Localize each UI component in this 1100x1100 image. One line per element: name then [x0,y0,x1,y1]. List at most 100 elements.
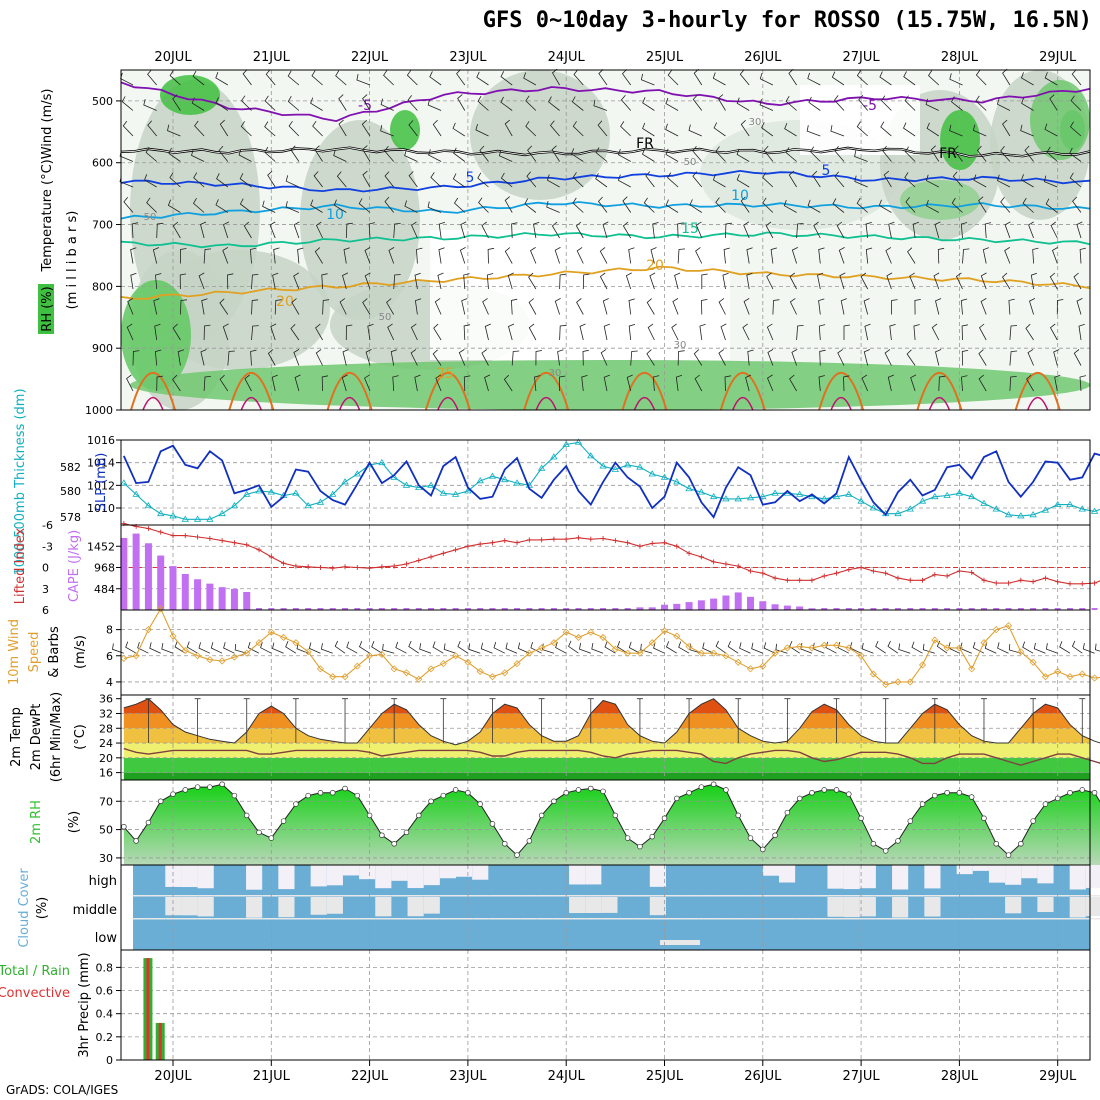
cloud-low-cell [1021,918,1038,920]
cloud-high-cell [988,865,1006,883]
wind-barb [222,323,229,341]
wind-barb [345,324,353,341]
wind10m-barb [604,641,616,654]
wind10m-barb [234,643,247,654]
cape-bar [882,608,889,610]
wind-barb [785,147,797,162]
wind-speed-line-marker [918,661,927,669]
wind-barb [294,374,301,392]
wind-barb [191,149,205,162]
wind-barb [907,247,916,264]
rh-line-marker [833,787,840,793]
wind-speed-line-marker [759,662,767,670]
wind-barb [244,374,252,392]
cloud-low-cell [536,918,553,920]
wind10m-barb [198,642,211,654]
thickness-line-marker [427,481,435,488]
contour-label: FR [636,136,654,152]
contour-label: 5 [466,170,475,186]
wind-barb [238,149,252,162]
lifted-index-line-marker [379,564,385,570]
thickness-line-marker [1004,511,1013,518]
wind-barb [122,120,134,137]
wind-barb [479,145,489,162]
thickness-line-marker [243,490,251,497]
precip-total-label: Total / Rain [0,964,70,979]
rh-line-marker [649,833,655,840]
wind-speed-line-marker [624,649,632,657]
wind-barb [215,97,229,111]
wind-barb [573,69,584,86]
wind-barb [597,196,608,213]
top-date-label: 20JUL [154,50,192,65]
lifted-index-line-marker [416,557,422,563]
surface-isotherm [424,372,471,411]
wind-barb [219,119,229,137]
wind-barb [725,222,732,239]
wind-barb [172,323,181,341]
wind-barb [1029,298,1036,315]
wind10m-barb [1008,644,1021,654]
wind-barb [962,248,970,264]
wind-speed-line-marker [832,641,841,649]
cloud-mid-cell [326,897,343,914]
cape-bar [747,596,755,610]
wind-barb [807,199,821,213]
wind-barb [1025,323,1034,341]
wind-barb [736,148,750,162]
dewpoint-line [123,747,1100,766]
rh-line-marker [796,795,803,802]
wind-speed-line-marker [181,646,189,655]
wind-barb [530,247,537,264]
cloud-axis-label: Cloud Cover [17,868,32,948]
lifted-index-line-marker [1030,579,1036,585]
lifted-index-line-marker [895,575,901,581]
wind-barb [147,69,158,86]
wind-barb [154,323,161,341]
cape-bar [230,588,238,610]
wind10m-barb [922,643,935,654]
wind10m-barb [517,642,530,654]
cloud-mid-cell [972,895,989,897]
wind10m-barb [997,642,1009,654]
cloud-mid-cell [520,895,537,897]
cloud-high-cell [246,865,263,890]
wind-barb [482,298,489,315]
thickness-line-marker [832,492,841,500]
wind-barb [287,70,300,86]
rh-line-marker [514,852,520,858]
cape-bar [931,608,938,610]
cape-bar [1079,608,1086,610]
cloud-mid-cell [504,895,521,897]
wind10m-barb [591,643,604,654]
cloud-low-cell [359,918,376,920]
wind10m-barb [530,641,542,654]
wind-barb [546,174,560,188]
wind-barb [950,96,963,111]
rh-line-marker [428,798,434,804]
wind-barb [819,349,826,366]
wind-barb [1021,72,1034,86]
top-date-label: 25JUL [646,50,684,65]
cape-bar [771,604,779,610]
lifted-index-line-marker [551,536,557,542]
wind-speed-line-marker [845,644,853,652]
wind-barb [650,247,657,264]
thickness-tick-label: 582 [60,461,81,474]
wind-barb [500,172,513,188]
lifted-index-line-marker [760,570,766,576]
surface-isotherm [437,396,459,411]
wind-barb [528,323,537,341]
wind-barb [192,70,205,86]
wind-barb [526,171,537,188]
lifted-index-line-marker [649,540,655,546]
wind-barb [1032,247,1039,264]
cape-bar [452,608,459,610]
lifted-index-line-marker [809,577,815,583]
cloud-low-cell [859,918,876,920]
wind-barb [322,299,330,315]
lifted-index-line-marker [821,573,827,579]
cloud-mid-cell [875,895,893,897]
rh2m-unit-label: (%) [67,811,82,834]
cape-bar [636,607,644,610]
